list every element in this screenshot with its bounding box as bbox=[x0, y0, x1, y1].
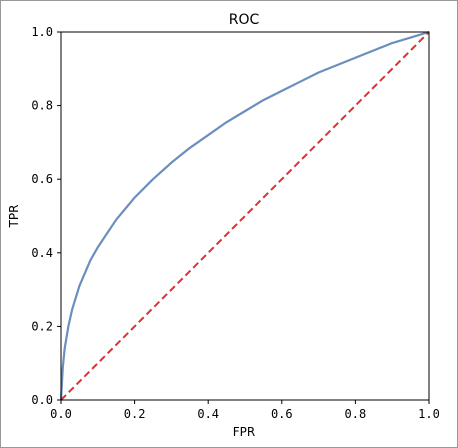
x-tick-label: 0.2 bbox=[124, 407, 146, 421]
y-tick-label: 0.6 bbox=[31, 172, 53, 186]
plot-area-border bbox=[60, 31, 430, 401]
x-tick-label: 0.0 bbox=[50, 407, 72, 421]
x-tick-label: 0.4 bbox=[197, 407, 219, 421]
x-tick-label: 1.0 bbox=[418, 407, 440, 421]
series-layer bbox=[59, 30, 430, 401]
ticks-layer: 0.0 0.2 0.4 0.6 0.8 1.0 0.0 0.2 0.4 0.6 0.8 1.0 bbox=[31, 25, 440, 421]
y-tick-label: 0.8 bbox=[31, 99, 53, 113]
x-tick-label: 0.8 bbox=[345, 407, 367, 421]
y-tick-label: 0.4 bbox=[31, 246, 53, 260]
y-tick-label: 1.0 bbox=[31, 25, 53, 39]
chance-diagonal-line bbox=[60, 31, 430, 401]
y-tick-label: 0.2 bbox=[31, 319, 53, 333]
x-tick-label: 0.6 bbox=[271, 407, 293, 421]
y-tick-label: 0.0 bbox=[31, 393, 53, 407]
x-axis-label: FPR bbox=[233, 425, 255, 439]
roc-curve-line bbox=[59, 30, 430, 401]
chart-title: ROC bbox=[229, 12, 260, 28]
y-axis-label: TPR bbox=[7, 205, 21, 229]
